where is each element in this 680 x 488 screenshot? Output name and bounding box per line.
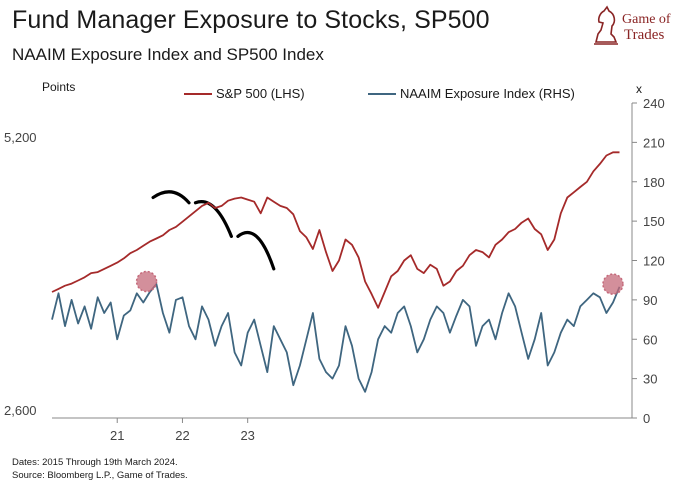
right-tick-label: 120 [643, 254, 665, 269]
right-tick-label: 30 [643, 372, 657, 387]
x-tick-label: 21 [110, 428, 124, 443]
x-tick-label: 22 [175, 428, 189, 443]
game-of-trades-logo [594, 5, 618, 45]
series-lines [51, 151, 621, 393]
right-tick-label: 60 [643, 332, 657, 347]
declining-highs-arc [236, 230, 276, 271]
legend-label-naaim: NAAIM Exposure Index (RHS) [400, 86, 575, 101]
legend-swatch-sp500 [184, 92, 212, 95]
x-tick-label: 23 [240, 428, 254, 443]
left-tick-label: 5,200 [4, 130, 37, 145]
highlight-marks [135, 270, 624, 295]
sp500-line [51, 151, 620, 309]
left-tick-label: 2,600 [4, 403, 37, 418]
right-tick-label: 0 [643, 411, 650, 426]
legend-label-sp500: S&P 500 (LHS) [216, 86, 305, 101]
page-title: Fund Manager Exposure to Stocks, SP500 [12, 6, 490, 34]
naaim-peak-highlight [135, 270, 158, 293]
naaim-line [51, 283, 621, 393]
right-tick-label: 240 [643, 96, 665, 111]
footnote-dates: Dates: 2015 Through 19th March 2024. [12, 457, 178, 468]
chess-knight-icon [594, 5, 618, 43]
legend-item-naaim: NAAIM Exposure Index (RHS) [368, 86, 575, 101]
footnote-source: Source: Bloomberg L.P., Game of Trades. [12, 470, 188, 481]
right-axis-label: x [636, 82, 642, 96]
page-subtitle: NAAIM Exposure Index and SP500 Index [12, 45, 324, 64]
logo-text-top: Game of [622, 12, 671, 27]
right-tick-label: 150 [643, 214, 665, 229]
right-tick-label: 210 [643, 135, 665, 150]
left-axis-label: Points [42, 80, 76, 94]
logo-text-bottom: Trades [624, 27, 665, 43]
declining-highs-arc [151, 190, 191, 205]
legend-swatch-naaim [368, 92, 396, 95]
right-tick-label: 90 [643, 293, 657, 308]
right-tick-label: 180 [643, 175, 665, 190]
legend-item-sp500: S&P 500 (LHS) [184, 86, 305, 101]
naaim-peak-highlight [602, 273, 624, 295]
axis-ticks: 0 30 60 90 120 150 180 210 240 5,200 2,600 21 22 23 [4, 96, 665, 443]
